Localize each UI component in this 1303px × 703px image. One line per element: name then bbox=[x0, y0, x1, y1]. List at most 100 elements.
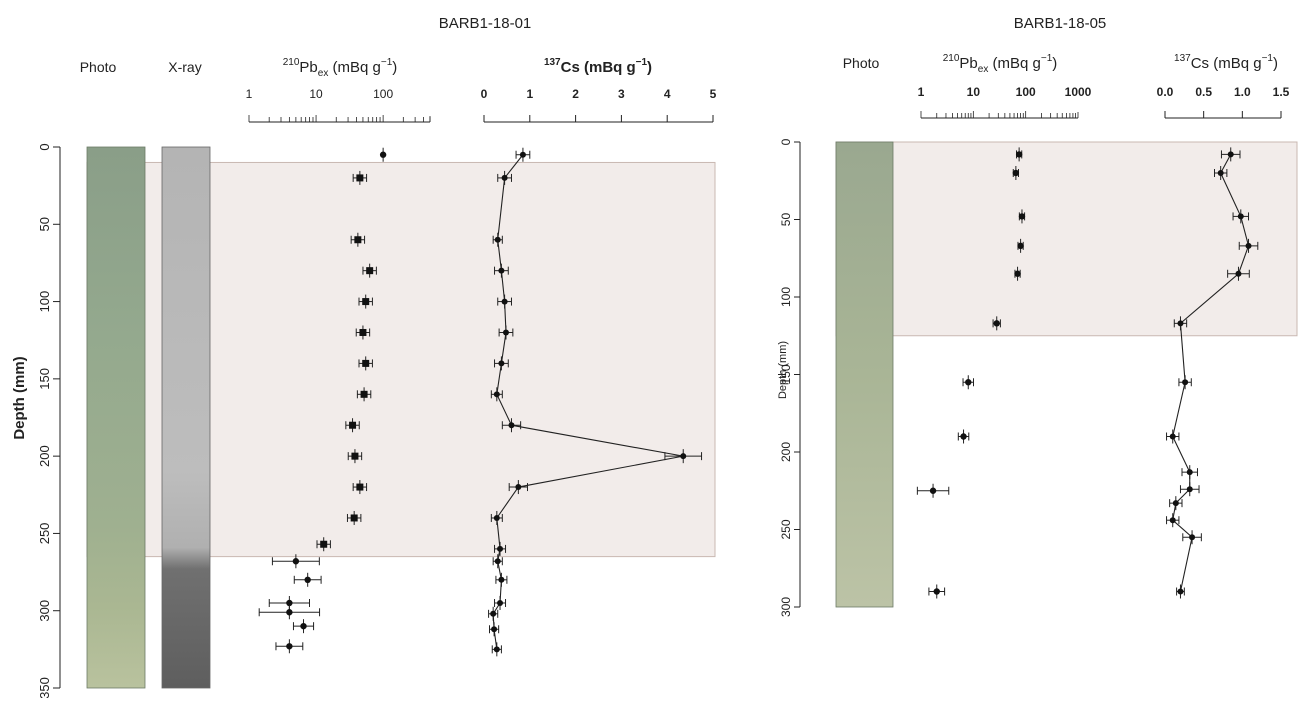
cs137-point bbox=[1181, 465, 1198, 480]
cs137-tick-label: 1.0 bbox=[1234, 85, 1251, 99]
cs137-point bbox=[664, 449, 703, 464]
cs137-point bbox=[515, 147, 531, 162]
pb210-marker bbox=[360, 390, 368, 398]
pb210-point bbox=[347, 449, 363, 464]
pb210-point bbox=[271, 554, 320, 569]
cs137-point bbox=[1179, 482, 1200, 497]
pb210-point bbox=[362, 263, 377, 278]
y-tick-label: 250 bbox=[779, 519, 793, 539]
panel-barb1-18-05: BARB1-18-05 Photo 210Pbex (mBq g−1) 137C… bbox=[777, 15, 1298, 617]
cs137-tick-label: 5 bbox=[710, 87, 717, 101]
cs137-point bbox=[497, 170, 512, 185]
panel-b-y-axis-label: Depth (mm) bbox=[777, 341, 789, 399]
pb210-point bbox=[358, 356, 373, 371]
cs137-marker bbox=[1189, 534, 1196, 541]
cs137-marker bbox=[1169, 517, 1176, 524]
panel-b-pb210-series bbox=[916, 147, 1026, 599]
y-tick-label: 300 bbox=[37, 600, 52, 622]
pb210-marker bbox=[292, 558, 300, 565]
cs137-marker bbox=[1172, 500, 1179, 507]
cs137-tick-label: 0.5 bbox=[1195, 85, 1212, 99]
panel-b-photo-header: Photo bbox=[843, 55, 880, 71]
y-tick-label: 150 bbox=[779, 364, 793, 384]
y-tick-label: 100 bbox=[37, 291, 52, 313]
pb210-tick-label: 10 bbox=[309, 87, 323, 101]
y-tick-label: 150 bbox=[37, 368, 52, 390]
pb210-marker bbox=[933, 588, 940, 595]
pb210-point bbox=[1012, 166, 1020, 180]
panel-a-y-axis-label: Depth (mm) bbox=[11, 356, 28, 439]
cs137-point bbox=[495, 572, 508, 587]
panel-b-cs137-axis: 0.0 0.5 1.0 1.5 bbox=[1157, 85, 1290, 119]
pb210-tick-label: 1 bbox=[918, 85, 925, 99]
pb210-point bbox=[358, 294, 373, 309]
panel-a-pb210-header: 210Pbex (mBq g−1) bbox=[283, 57, 398, 79]
pb210-point bbox=[275, 639, 304, 654]
pb210-marker bbox=[286, 599, 293, 607]
panel-b-shaded-zone bbox=[835, 141, 1298, 337]
pb210-point bbox=[355, 325, 371, 340]
panel-b-pb210-axis: 1 10 100 1000 bbox=[918, 85, 1092, 119]
cs137-marker bbox=[493, 646, 500, 653]
pb210-marker bbox=[320, 540, 328, 548]
pb210-marker bbox=[300, 622, 307, 630]
cs137-point bbox=[1227, 266, 1250, 281]
cs137-marker bbox=[493, 391, 500, 398]
panel-b-cs137-series bbox=[1166, 147, 1259, 599]
panel-a-pb210-series bbox=[258, 147, 387, 654]
pb210-tick-label: 10 bbox=[967, 85, 981, 99]
cs137-marker bbox=[498, 360, 505, 367]
cs137-point bbox=[508, 480, 529, 495]
cs137-point bbox=[490, 387, 503, 402]
pb210-point bbox=[292, 619, 315, 634]
panel-a-photo-header: Photo bbox=[80, 59, 117, 75]
cs137-marker bbox=[502, 329, 509, 336]
panel-a-title: BARB1-18-01 bbox=[439, 15, 532, 32]
pb210-marker bbox=[1014, 270, 1021, 277]
panel-a-core-photo bbox=[86, 146, 146, 689]
cs137-point bbox=[1173, 316, 1188, 331]
y-tick-label: 0 bbox=[37, 143, 52, 150]
y-tick-label: 300 bbox=[779, 597, 793, 617]
cs137-point bbox=[1182, 530, 1202, 545]
pb210-marker bbox=[356, 483, 364, 491]
pb210-marker bbox=[349, 421, 357, 429]
cs137-tick-label: 2 bbox=[572, 87, 579, 101]
panel-b-title: BARB1-18-05 bbox=[1014, 15, 1107, 32]
pb210-marker bbox=[304, 576, 311, 583]
cs137-point bbox=[494, 595, 507, 610]
y-tick-label: 350 bbox=[37, 677, 52, 698]
pb210-point bbox=[293, 572, 322, 587]
pb210-marker bbox=[960, 433, 967, 440]
cs137-marker bbox=[1237, 213, 1244, 220]
pb210-marker bbox=[1017, 242, 1024, 250]
pb210-marker bbox=[286, 643, 293, 650]
panel-a-y-axis: 0 50 100 150 200 250 300 350 bbox=[37, 143, 61, 699]
pb210-point bbox=[962, 375, 974, 390]
cs137-tick-label: 0 bbox=[481, 87, 488, 101]
cs137-point bbox=[1232, 209, 1250, 224]
y-tick-label: 100 bbox=[779, 287, 793, 307]
panel-a-core-xray bbox=[161, 146, 211, 689]
cs137-marker bbox=[1227, 151, 1234, 158]
pb210-marker bbox=[366, 267, 374, 275]
cs137-point bbox=[1213, 166, 1228, 180]
cs137-point bbox=[1166, 513, 1180, 528]
pb210-marker bbox=[379, 151, 387, 158]
panel-a-pb210-axis: 1 10 100 bbox=[246, 87, 431, 123]
cs137-point bbox=[491, 642, 502, 657]
cs137-marker bbox=[491, 626, 498, 633]
cs137-marker bbox=[515, 484, 522, 491]
cs137-point bbox=[1220, 147, 1241, 162]
pb210-marker bbox=[350, 514, 358, 522]
pb210-marker bbox=[929, 487, 937, 494]
panel-b-y-axis: 0 50 100 150 200 250 300 bbox=[779, 138, 801, 617]
cs137-point bbox=[492, 554, 503, 569]
cs137-marker bbox=[680, 453, 687, 460]
y-tick-label: 200 bbox=[779, 442, 793, 462]
cs137-point bbox=[494, 263, 509, 278]
panel-barb1-18-01: BARB1-18-01 Photo X-ray 210Pbex (mBq g−1… bbox=[11, 15, 717, 699]
pb210-point bbox=[928, 584, 946, 599]
y-tick-label: 200 bbox=[37, 445, 52, 467]
cs137-point bbox=[488, 622, 500, 637]
